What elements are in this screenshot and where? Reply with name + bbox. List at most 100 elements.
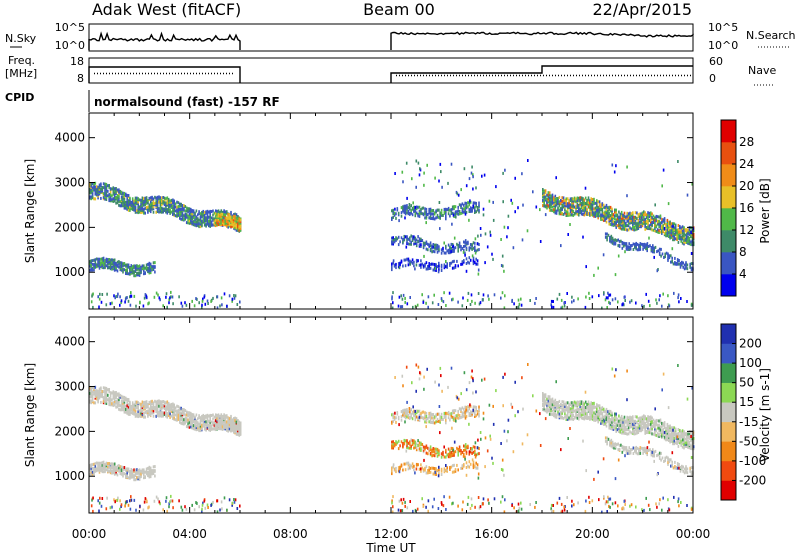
power-cell	[97, 295, 99, 299]
velocity-cell	[395, 416, 397, 420]
velocity-cell	[134, 478, 137, 482]
power-cell	[472, 241, 475, 245]
velocity-cell	[213, 426, 216, 430]
power-cell	[601, 207, 604, 211]
power-cbar-swatch	[721, 230, 736, 253]
power-cell	[663, 256, 665, 259]
velocity-cell	[206, 423, 209, 427]
power-cell	[148, 269, 151, 273]
power-cell	[407, 263, 410, 267]
velocity-cell	[468, 405, 471, 409]
velocity-cell	[184, 419, 187, 423]
power-cell	[679, 232, 681, 235]
power-cell	[184, 212, 187, 216]
velocity-cell	[127, 476, 130, 480]
velocity-cell	[234, 419, 236, 423]
power-cell	[650, 214, 652, 217]
power-cell	[557, 201, 559, 204]
power-cell	[565, 204, 568, 208]
power-cell	[425, 211, 428, 214]
power-cell	[643, 213, 645, 216]
power-cell	[555, 202, 558, 206]
power-cell	[212, 209, 214, 213]
power-cell	[610, 237, 613, 241]
power-cell	[446, 249, 448, 253]
velocity-cell	[123, 402, 126, 406]
power-cell	[609, 238, 611, 242]
velocity-cell	[208, 423, 210, 427]
power-cell	[472, 173, 474, 177]
power-cell	[206, 209, 209, 213]
velocity-cell	[113, 391, 116, 395]
power-cell	[148, 301, 150, 305]
velocity-cell	[548, 395, 551, 399]
velocity-cell	[445, 411, 447, 415]
power-cell	[392, 242, 394, 246]
power-cell	[629, 244, 632, 248]
velocity-cell	[550, 405, 552, 409]
velocity-cell	[450, 446, 453, 450]
power-cell	[108, 184, 110, 187]
velocity-cell	[594, 418, 597, 422]
power-cell	[546, 193, 548, 197]
power-cell	[615, 212, 617, 216]
power-cell	[622, 227, 624, 231]
velocity-cell	[199, 422, 202, 426]
velocity-cell	[403, 411, 406, 415]
velocity-cell	[465, 452, 468, 456]
power-cell	[169, 211, 171, 215]
velocity-cell	[219, 424, 221, 428]
power-cell	[564, 211, 566, 215]
velocity-cell	[446, 412, 448, 416]
power-cell	[395, 266, 397, 270]
power-cell	[674, 256, 676, 260]
velocity-cell	[407, 461, 410, 465]
velocity-cell	[138, 413, 141, 417]
power-cell	[122, 270, 124, 274]
velocity-cell	[447, 455, 450, 459]
power-cell	[625, 224, 627, 228]
velocity-cell	[108, 401, 110, 405]
power-cell	[123, 198, 126, 202]
velocity-cell	[600, 409, 602, 413]
power-cell	[213, 222, 216, 226]
velocity-cell	[450, 414, 453, 418]
velocity-cell	[159, 414, 162, 418]
power-cell	[131, 270, 134, 274]
power-cell	[104, 195, 106, 199]
power-cell	[209, 223, 211, 227]
power-cell	[97, 196, 99, 200]
power-cell	[665, 229, 667, 233]
power-cell	[402, 207, 404, 211]
power-cell	[593, 197, 595, 201]
velocity-cell	[94, 389, 97, 393]
velocity-cell	[119, 408, 122, 412]
power-cell	[195, 297, 197, 301]
nave-tick-top: 60	[709, 55, 723, 68]
power-cell	[637, 218, 640, 222]
power-cell	[589, 201, 591, 205]
velocity-cell	[433, 472, 436, 476]
velocity-cell	[91, 386, 94, 390]
power-cell	[134, 264, 137, 268]
power-cell	[436, 215, 439, 219]
power-cell	[410, 204, 412, 208]
velocity-cell	[575, 413, 577, 417]
velocity-cell	[130, 472, 133, 476]
velocity-cell	[151, 471, 153, 475]
velocity-cell	[197, 426, 199, 430]
velocity-cell	[472, 466, 475, 470]
velocity-cell	[460, 466, 462, 470]
velocity-cell	[438, 472, 440, 476]
power-cell	[141, 209, 144, 213]
velocity-cell	[105, 386, 108, 390]
power-cell	[436, 243, 439, 247]
power-cell	[410, 211, 412, 215]
velocity-cell	[183, 408, 185, 412]
power-cell	[147, 200, 149, 204]
velocity-cell	[605, 412, 608, 416]
power-cell	[543, 189, 545, 193]
velocity-cell	[118, 394, 120, 398]
velocity-cell	[183, 412, 185, 416]
